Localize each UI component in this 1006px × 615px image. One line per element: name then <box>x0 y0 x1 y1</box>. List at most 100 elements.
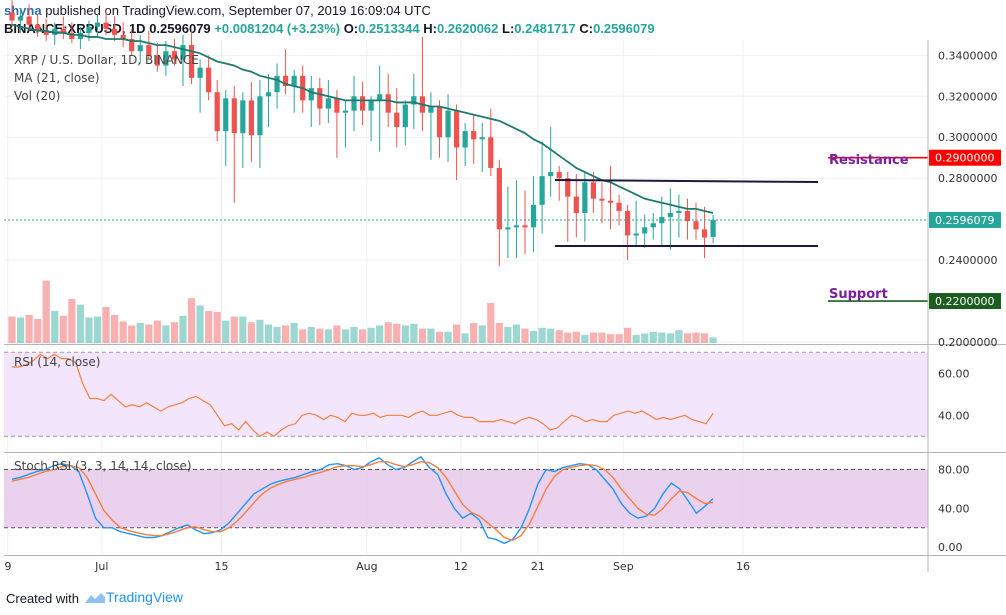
volume-bar <box>170 322 179 343</box>
volume-bar <box>521 328 529 343</box>
candle <box>428 92 434 160</box>
volume-bar <box>683 333 692 343</box>
candle-body <box>565 178 571 197</box>
candle-body <box>197 67 203 78</box>
candle-body <box>496 167 502 230</box>
candle-body <box>257 96 263 136</box>
footer: Created with TradingView <box>0 585 1006 615</box>
candle <box>206 55 212 101</box>
volume-bar <box>487 303 495 343</box>
volume-bar <box>504 327 512 343</box>
volume-bar <box>213 311 221 343</box>
volume-bar <box>222 320 230 343</box>
volume-bar <box>658 332 666 343</box>
volume-bar <box>367 327 375 343</box>
candle-body <box>556 172 562 179</box>
volume-bar <box>649 331 657 343</box>
close-label: C: <box>579 21 594 36</box>
candle <box>163 41 169 76</box>
support-price-text: 0.2200000 <box>935 295 995 308</box>
candle-body <box>43 30 49 35</box>
volume-bar <box>700 333 709 343</box>
candle-body <box>274 75 280 93</box>
chart-canvas[interactable]: Resistance Support 0.34000000.32000000.3… <box>0 0 1006 585</box>
candle-body <box>9 12 15 21</box>
volume-bar <box>598 332 606 343</box>
volume-bar <box>461 333 469 343</box>
candle-body <box>86 26 92 33</box>
rsi-axis: 60.00 40.00 <box>938 367 970 422</box>
volume-bar <box>453 324 461 343</box>
candle-body <box>582 182 588 213</box>
volume-bar <box>589 332 597 343</box>
candle <box>325 79 331 123</box>
price-axis[interactable]: 0.3400000 0.3200000 0.3000000 0.2800000 0.24… <box>938 49 998 349</box>
volume-bar <box>709 337 717 343</box>
tradingview-logo[interactable]: TradingView <box>84 589 183 605</box>
candle <box>146 30 152 60</box>
time-tick-label: 21 <box>531 560 545 573</box>
candle <box>394 88 400 148</box>
candle <box>60 16 66 39</box>
candle <box>513 180 520 259</box>
volume-bar <box>444 331 452 343</box>
volume-bars <box>8 280 717 343</box>
candle-body <box>248 100 254 136</box>
price-tick-label: 0.2400000 <box>938 254 998 267</box>
candle <box>676 194 682 238</box>
volume-bar <box>119 321 127 343</box>
publish-info: published on TradingView.com, September … <box>45 3 431 18</box>
candle <box>137 34 143 64</box>
price-pane[interactable] <box>4 40 928 343</box>
candle-body <box>112 28 118 35</box>
time-tick-label: Sep <box>613 560 634 573</box>
candle-body <box>488 137 494 168</box>
candle-body <box>60 28 66 33</box>
volume-bar <box>512 324 521 343</box>
resistance-label: Resistance <box>829 153 909 168</box>
volume-bar <box>307 327 315 343</box>
candle-body <box>317 88 323 109</box>
candle-body <box>590 182 596 199</box>
volume-bar <box>401 325 409 343</box>
candle <box>180 34 186 87</box>
chart-header: shyna published on TradingView.com, Sept… <box>0 0 1006 40</box>
channel-top-line[interactable] <box>554 179 819 183</box>
volume-bar <box>316 328 324 343</box>
volume-bar <box>384 322 392 343</box>
time-axis[interactable]: 9 Jul 15 Aug 12 21 Sep 16 <box>5 560 751 573</box>
candle-body <box>411 96 417 105</box>
volume-bar <box>538 327 546 343</box>
candle-body <box>368 100 374 111</box>
stoch-axis: 80.00 40.00 0.00 <box>938 464 970 555</box>
candle <box>9 0 15 27</box>
time-tick-label: 16 <box>736 560 750 573</box>
candle <box>26 4 32 31</box>
rsi-band <box>4 352 928 437</box>
candle-body <box>69 32 75 39</box>
candle-body <box>188 45 195 78</box>
volume-bar <box>290 323 298 343</box>
volume-bar <box>68 299 76 343</box>
candle-body <box>454 110 460 148</box>
candle <box>223 90 229 166</box>
support-label: Support <box>829 287 888 302</box>
candle <box>582 172 588 242</box>
volume-bar <box>85 317 93 343</box>
volume-bar <box>470 323 478 343</box>
candle-body <box>291 75 297 87</box>
candle-body <box>445 110 451 138</box>
candle <box>402 100 408 146</box>
time-tick-label: 15 <box>214 560 228 573</box>
candle <box>556 165 562 201</box>
candle-body <box>436 106 443 138</box>
volume-bar <box>205 311 213 343</box>
candle <box>633 200 639 246</box>
candle-body <box>206 67 212 93</box>
candle <box>701 206 708 259</box>
price-tick-label: 0.2800000 <box>938 172 998 185</box>
candle <box>351 75 357 132</box>
candle <box>684 198 691 240</box>
candle-body <box>667 212 673 218</box>
ma-legend: MA (21, close) <box>14 71 100 85</box>
